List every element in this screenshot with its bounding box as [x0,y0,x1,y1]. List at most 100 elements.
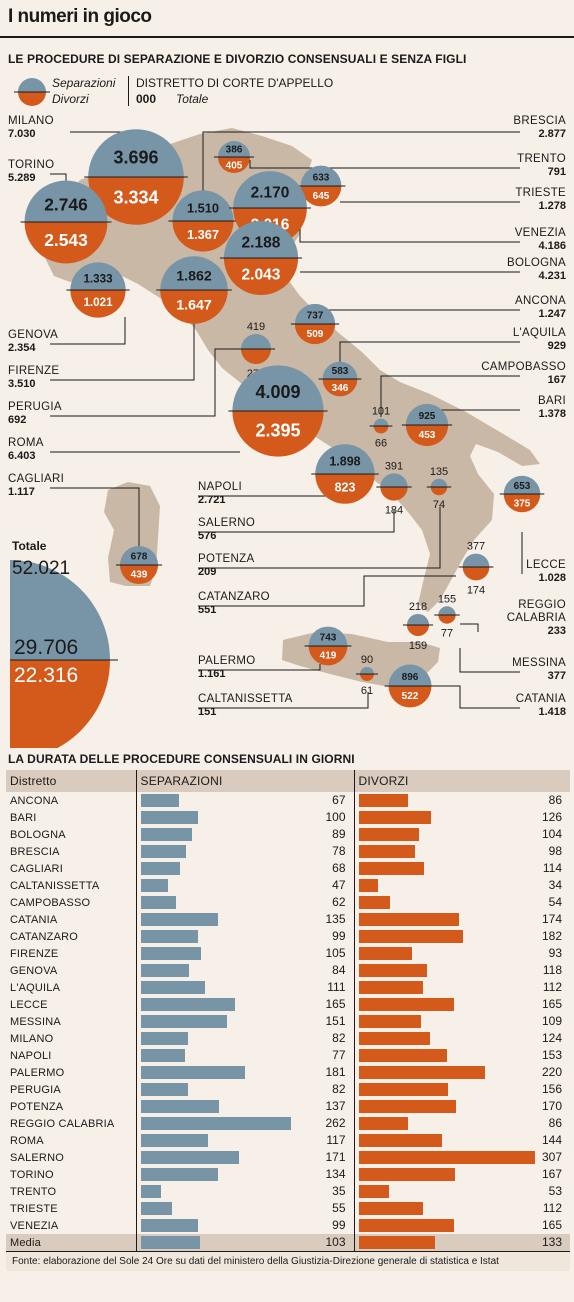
divorzi-cell: 53 [353,1183,570,1200]
district-pie: 1.510 1.367 [168,190,238,252]
divorzi-cell: 114 [353,860,570,877]
bar-value: 171 [325,1150,346,1164]
pie-value-separazioni: 737 [307,310,324,321]
pie-value-divorzi: 405 [226,161,243,172]
bar-value: 307 [541,1150,562,1164]
pie-separazioni [308,626,348,646]
district-total: 1.247 [538,308,566,320]
pie-separazioni [406,613,430,625]
divorzi-cell: 126 [353,809,570,826]
district-cell: CAMPOBASSO [10,896,91,909]
divorzi-cell: 156 [353,1081,570,1098]
total-separazioni-value: 29.706 [14,636,78,659]
leader-line [430,685,520,709]
divorzi-cell: 167 [353,1166,570,1183]
pie-value-separazioni: 3.696 [113,148,158,168]
pie-divorzi [359,674,375,681]
pie-divorzi [24,222,108,264]
bar-divorzi [358,1100,456,1113]
district-total: 7.030 [8,128,36,140]
separazioni-cell: 105 [135,945,354,962]
pie-value-separazioni: 633 [313,172,330,183]
district-cell: ROMA [10,1134,44,1147]
bar-divorzi [358,1151,535,1164]
bar-separazioni [140,1168,218,1181]
district-name: TRENTO [517,153,566,165]
table-row: TORINO 134 167 [6,1166,570,1183]
district-cell: PERUGIA [10,1083,61,1096]
separazioni-cell: 35 [135,1183,354,1200]
bar-divorzi [358,1134,442,1147]
district-cell: TRIESTE [10,1202,58,1215]
bar-divorzi [358,947,412,960]
bar-separazioni [140,998,235,1011]
district-pie: 391 184 [376,460,412,517]
divorzi-cell: 174 [353,911,570,928]
table-row: CALTANISSETTA 47 34 [6,877,570,894]
district-total: 233 [548,625,566,637]
table-row: ROMA 117 144 [6,1132,570,1149]
bar-value: 86 [548,793,562,807]
map-pies: 3.6963.3342.7462.5431.5101.3673864056336… [10,129,545,748]
district-name: BARI [538,395,566,407]
bar-separazioni [140,1049,185,1062]
separazioni-cell: 82 [135,1030,354,1047]
pie-value-separazioni: 583 [332,366,349,377]
pie-value-divorzi: 522 [402,691,419,702]
bar-value: 35 [332,1184,346,1198]
map-section-title: LE PROCEDURE DI SEPARAZIONE E DIVORZIO C… [8,52,467,66]
bar-value: 174 [541,912,562,926]
pie-value-divorzi: 375 [514,498,531,509]
pie-value-separazioni: 218 [409,601,427,613]
separazioni-cell: 262 [135,1115,354,1132]
bar-separazioni [140,1219,198,1232]
district-name: VENEZIA [515,227,566,239]
pie-separazioni [217,140,251,157]
bar-separazioni [140,1134,208,1147]
pie-value-divorzi: 823 [335,480,356,494]
bar-value: 55 [332,1201,346,1215]
legend-district-caption: DISTRETTO DI CORTE D'APPELLO [136,76,334,90]
bar-divorzi [358,1202,423,1215]
bar-value: 104 [541,827,562,841]
col-header-distretto: Distretto [6,770,136,792]
bar-value: 112 [542,980,562,994]
district-total: 692 [8,414,26,426]
table-row: L'AQUILA 111 112 [6,979,570,996]
bar-divorzi [358,1083,448,1096]
district-total: 791 [548,166,566,178]
district-cell: MILANO [10,1032,54,1045]
pie-divorzi [223,258,299,296]
separazioni-cell: 137 [135,1098,354,1115]
district-cell: ANCONA [10,794,59,807]
bar-separazioni [140,1236,200,1249]
bar-value: 135 [325,912,346,926]
bar-separazioni [140,879,168,892]
bar-separazioni [140,981,205,994]
district-cell: MESSINA [10,1015,61,1028]
district-pie: 653 375 [499,475,545,513]
divorzi-cell: 124 [353,1030,570,1047]
pie-value-divorzi: 645 [313,191,330,202]
pie-value-divorzi: 509 [307,329,324,340]
district-name: ROMA [8,437,44,449]
table-row: CAGLIARI 68 114 [6,860,570,877]
district-name: CAGLIARI [8,473,64,485]
pie-value-divorzi: 159 [409,640,427,652]
leader-line [198,664,321,671]
separazioni-cell: 111 [135,979,354,996]
pie-separazioni [462,553,490,567]
pie-value-separazioni: 896 [402,672,419,683]
total-pie-divorzi [10,660,110,748]
district-total: 1.418 [538,706,566,718]
pie-divorzi [70,290,126,318]
bar-separazioni [140,1083,188,1096]
bar-separazioni [140,1117,291,1130]
bar-separazioni [140,1032,188,1045]
bar-divorzi [358,1219,454,1232]
pie-divorzi [406,625,430,637]
separazioni-cell: 84 [135,962,354,979]
district-total: 151 [198,706,216,718]
bar-value: 34 [548,878,562,892]
bar-value: 103 [325,1235,346,1249]
